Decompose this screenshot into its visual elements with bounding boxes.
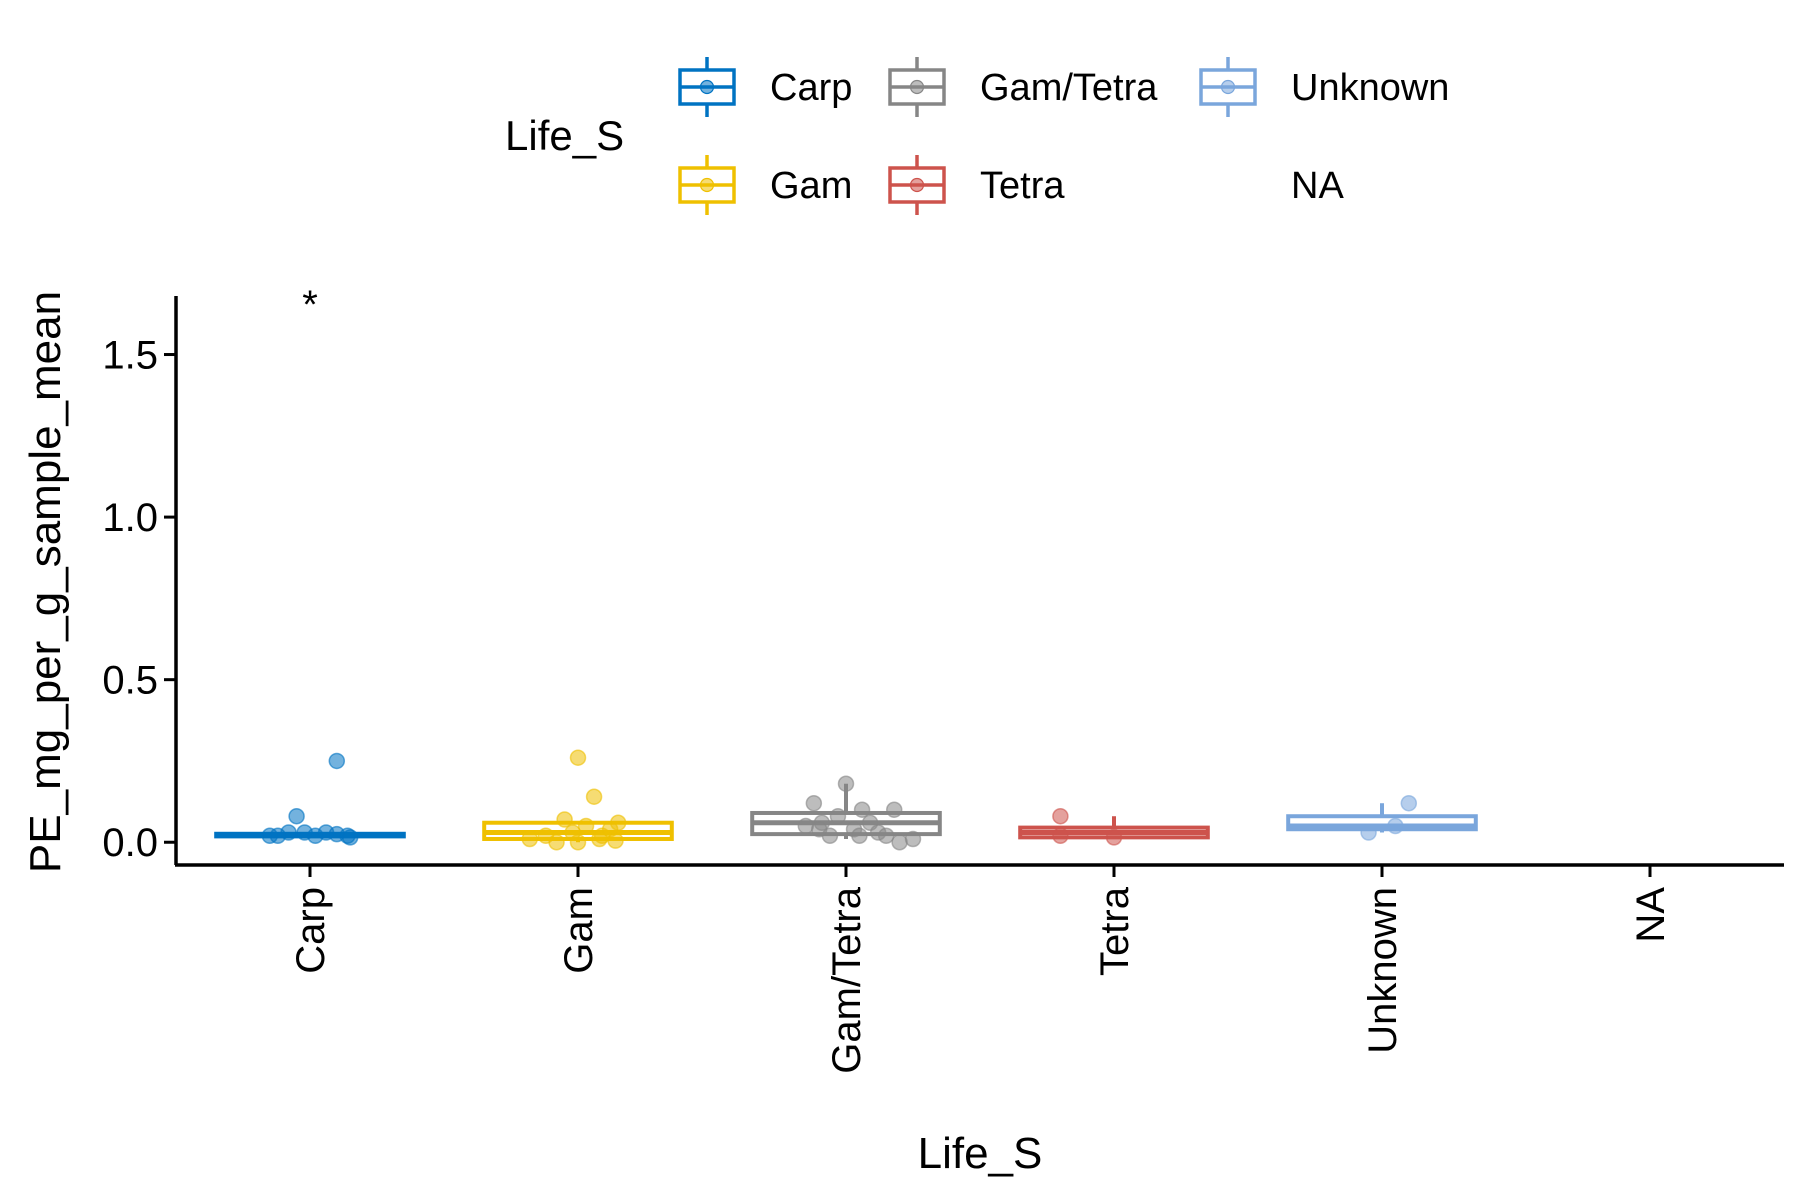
legend-title: Life_S xyxy=(505,112,624,159)
data-point xyxy=(810,820,828,838)
x-tick-label-na: NA xyxy=(1629,887,1673,943)
box-group-unknown xyxy=(1286,794,1478,841)
data-point xyxy=(591,830,608,848)
y-tick-label: 0.5 xyxy=(102,659,158,703)
data-point xyxy=(885,801,903,818)
data-point xyxy=(288,807,305,825)
legend-label: Gam/Tetra xyxy=(980,67,1158,109)
data-point xyxy=(577,817,595,835)
data-point xyxy=(341,829,359,846)
data-point xyxy=(904,830,922,848)
legend-entry-na: NA xyxy=(1291,165,1344,207)
legend-label: NA xyxy=(1291,165,1344,207)
data-point xyxy=(1400,794,1418,812)
data-point xyxy=(1387,817,1404,835)
x-tick-label-gam: Gam xyxy=(557,887,601,974)
x-tick-label-tetra: Tetra xyxy=(1093,886,1137,976)
x-tick-label-unknown: Unknown xyxy=(1361,887,1405,1054)
data-point xyxy=(851,827,868,844)
data-point xyxy=(837,775,855,792)
data-point xyxy=(1052,827,1069,844)
legend-key xyxy=(678,57,736,117)
data-point xyxy=(805,794,823,812)
data-point xyxy=(569,749,587,766)
plot-area xyxy=(214,749,1478,851)
legend-label: Gam xyxy=(770,165,852,207)
data-point xyxy=(556,811,573,828)
data-point xyxy=(891,833,908,851)
legend-entry-carp: Carp xyxy=(678,57,852,117)
data-point xyxy=(280,824,297,841)
y-axis: 0.0 0.5 1.0 1.5 xyxy=(102,334,176,865)
y-tick-label: 0.0 xyxy=(102,821,158,865)
data-point xyxy=(548,833,565,851)
data-point xyxy=(829,807,847,825)
legend-label: Carp xyxy=(770,67,852,109)
legend-label: Tetra xyxy=(980,165,1065,207)
y-axis-title: PE_mg_per_g_sample_mean xyxy=(21,291,70,873)
legend-key xyxy=(888,155,946,215)
y-tick-label: 1.5 xyxy=(102,334,158,378)
legend-entry-gam: Gam xyxy=(678,155,852,215)
x-tick-label-gam-tetra: Gam/Tetra xyxy=(825,886,869,1073)
y-tick-label: 1.0 xyxy=(102,496,158,540)
data-point xyxy=(607,832,624,849)
x-axis: Carp Gam Gam/Tetra Tetra Unknown NA xyxy=(289,865,1673,1074)
box-group-carp xyxy=(214,752,406,846)
data-point xyxy=(328,752,346,770)
legend-key xyxy=(1199,57,1257,117)
data-point xyxy=(585,788,603,805)
box-group-gam xyxy=(482,749,674,851)
data-point xyxy=(797,817,815,835)
box-group-gam-tetra xyxy=(750,775,942,851)
box-group-tetra xyxy=(1018,807,1210,846)
x-axis-title: Life_S xyxy=(918,1129,1043,1178)
data-point xyxy=(609,814,627,831)
legend-entry-tetra: Tetra xyxy=(888,155,1065,215)
box xyxy=(1286,814,1478,832)
data-point xyxy=(1360,824,1377,841)
data-point xyxy=(569,833,587,851)
legend-label: Unknown xyxy=(1291,67,1449,109)
legend: Life_S Carp Gam Gam/Tetra Tetra Unknown NA xyxy=(505,57,1449,215)
data-point xyxy=(853,801,871,818)
data-point xyxy=(1052,807,1069,825)
data-point xyxy=(521,830,539,848)
data-point xyxy=(1105,829,1123,846)
legend-key xyxy=(888,57,946,117)
legend-entry-gam-tetra: Gam/Tetra xyxy=(888,57,1158,117)
legend-key xyxy=(678,155,736,215)
legend-entry-unknown: Unknown xyxy=(1199,57,1449,117)
x-tick-label-carp: Carp xyxy=(289,887,333,974)
data-point xyxy=(877,827,895,844)
significance-annotation: * xyxy=(302,283,318,327)
